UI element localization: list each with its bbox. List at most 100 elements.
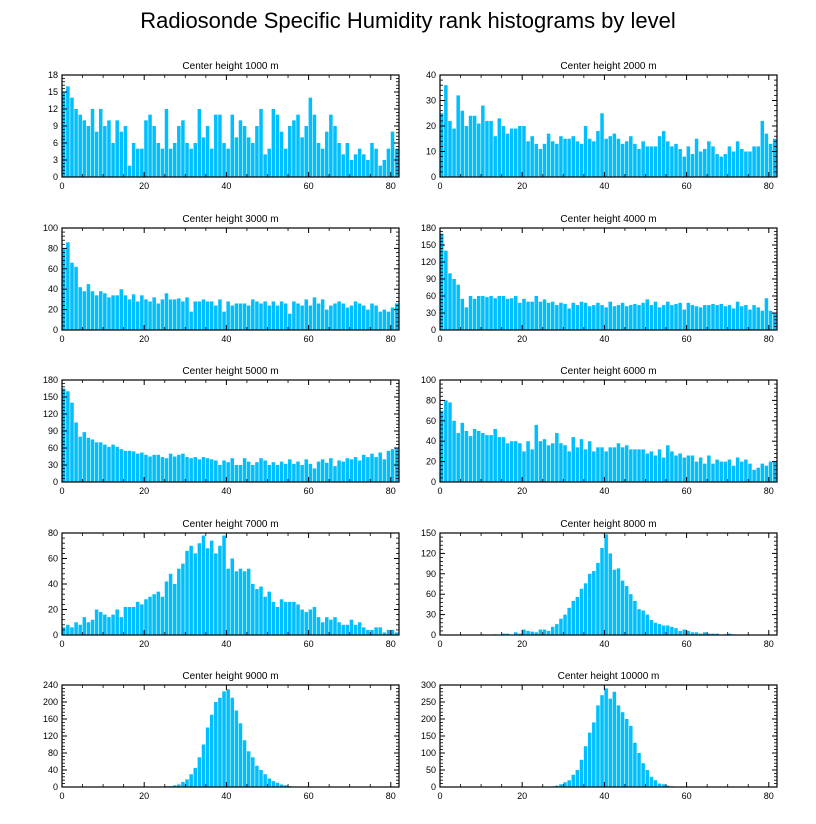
plot-frame — [61, 227, 400, 331]
bar — [440, 410, 444, 482]
bar — [579, 588, 584, 635]
bar — [715, 633, 719, 635]
bar — [82, 291, 87, 330]
bar — [653, 455, 658, 482]
x-tick-label: 80 — [764, 639, 774, 649]
bar — [140, 604, 144, 635]
bar — [378, 452, 382, 482]
bar — [518, 633, 522, 635]
y-tick-label: 150 — [421, 240, 436, 250]
y-tick-label: 0 — [53, 477, 58, 487]
bar — [637, 305, 641, 330]
bar — [333, 617, 337, 635]
bar — [571, 601, 576, 635]
y-tick-label: 0 — [431, 172, 436, 182]
bar — [555, 433, 559, 482]
bar — [629, 594, 633, 635]
bar — [534, 632, 539, 635]
bar — [218, 114, 222, 177]
bar — [394, 303, 399, 330]
bar — [526, 441, 530, 482]
bar — [756, 146, 760, 177]
bar — [201, 137, 206, 177]
bar — [263, 154, 267, 177]
bar — [657, 783, 662, 787]
bar — [481, 105, 485, 177]
panel-title: Center height 3000 m — [182, 214, 278, 225]
bar — [575, 141, 580, 177]
y-tick-label: 0 — [431, 325, 436, 335]
bar — [682, 457, 686, 482]
bar — [522, 126, 526, 177]
bar — [263, 774, 267, 787]
bar — [172, 785, 177, 787]
x-tick-label: 40 — [599, 791, 609, 801]
bar — [670, 305, 674, 330]
bar — [715, 154, 719, 177]
bar — [382, 309, 387, 330]
bar — [82, 120, 87, 177]
bar — [748, 151, 752, 177]
bar — [382, 459, 387, 482]
bar — [719, 156, 723, 177]
bar — [320, 459, 325, 482]
bar — [341, 624, 345, 635]
bar — [267, 465, 271, 482]
bar — [641, 763, 645, 787]
bar — [637, 148, 641, 177]
bar — [592, 305, 596, 330]
x-tick-label: 80 — [386, 791, 396, 801]
x-tick-label: 0 — [437, 334, 442, 344]
bar — [604, 138, 608, 177]
bar — [456, 284, 460, 330]
bar — [222, 691, 226, 788]
bar — [460, 110, 465, 177]
bar — [263, 460, 267, 482]
bar — [686, 302, 691, 330]
bar — [296, 114, 300, 177]
bar — [189, 311, 193, 330]
y-tick-label: 12 — [48, 104, 58, 114]
x-tick-label: 60 — [304, 181, 314, 191]
bar — [760, 310, 765, 330]
y-tick-label: 18 — [48, 70, 58, 80]
bars — [62, 535, 399, 635]
bar — [513, 441, 518, 482]
bar — [559, 302, 563, 330]
bar — [666, 141, 670, 177]
bar — [456, 95, 460, 177]
bar — [123, 450, 128, 482]
bar — [259, 303, 263, 330]
bar — [727, 633, 732, 635]
bar — [127, 299, 132, 330]
x-tick-label: 20 — [139, 181, 149, 191]
y-tick-label: 180 — [421, 223, 436, 233]
bar — [78, 624, 82, 635]
bar — [152, 297, 156, 330]
bar — [66, 86, 70, 177]
bar — [546, 133, 551, 177]
main-title: Radiosonde Specific Humidity rank histog… — [140, 8, 676, 33]
bar — [476, 296, 481, 330]
bar — [612, 569, 617, 635]
bar — [230, 458, 235, 482]
bar — [756, 467, 760, 482]
bar — [760, 463, 765, 482]
bar — [144, 454, 148, 482]
bar — [546, 302, 551, 330]
bar — [600, 695, 604, 787]
bar — [378, 627, 382, 635]
bar — [472, 428, 477, 482]
bar — [242, 126, 247, 177]
y-tick-label: 90 — [426, 569, 436, 579]
bar — [620, 447, 625, 482]
bar — [316, 143, 321, 177]
bar — [209, 540, 214, 635]
bar — [390, 629, 395, 635]
bar — [501, 296, 506, 330]
bar — [620, 143, 625, 177]
bar — [234, 465, 239, 482]
bar — [107, 297, 111, 330]
bar — [608, 698, 613, 787]
bar — [690, 455, 695, 482]
